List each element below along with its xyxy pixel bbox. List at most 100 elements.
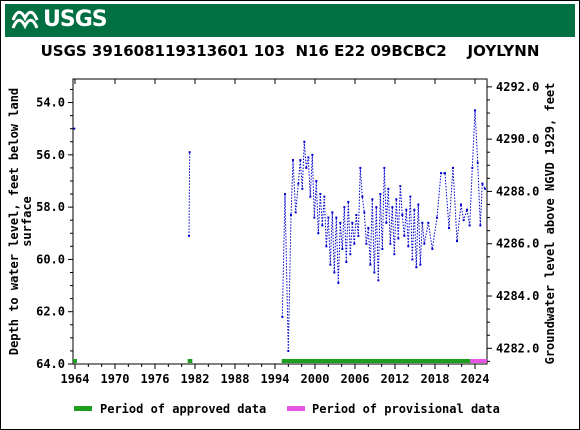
- data-point: [299, 159, 302, 162]
- data-point: [323, 195, 326, 198]
- data-point: [307, 156, 310, 159]
- legend-approved-label: Period of approved data: [100, 402, 266, 416]
- y2-tick-label: 4284.0: [496, 289, 539, 303]
- data-point: [357, 234, 360, 237]
- data-point: [297, 182, 300, 185]
- data-point: [327, 216, 330, 219]
- data-point: [474, 109, 476, 112]
- data-point: [401, 213, 404, 216]
- data-point: [440, 172, 442, 175]
- data-point: [407, 245, 410, 248]
- data-point: [452, 166, 454, 169]
- data-point: [331, 211, 334, 214]
- data-point: [421, 221, 424, 224]
- data-point: [448, 227, 450, 230]
- data-point: [73, 127, 76, 130]
- series-line-1981: [188, 152, 191, 236]
- y-axis-label-line2: surface: [20, 196, 34, 247]
- usgs-logo-text: USGS: [43, 7, 108, 32]
- y-tick-label: 56.0: [36, 148, 65, 162]
- data-point: [403, 234, 406, 237]
- data-point: [423, 242, 426, 245]
- data-point: [479, 224, 482, 227]
- data-point: [284, 193, 286, 196]
- data-point: [337, 281, 340, 284]
- data-point: [466, 208, 468, 211]
- data-point: [353, 242, 356, 245]
- x-tick-label: 2000: [301, 372, 330, 386]
- data-point: [345, 261, 348, 264]
- data-point: [355, 213, 358, 216]
- data-point: [476, 161, 479, 164]
- data-point: [373, 271, 376, 274]
- data-point: [395, 198, 398, 201]
- data-point: [341, 247, 344, 250]
- data-point: [387, 187, 390, 190]
- data-point: [188, 234, 190, 237]
- data-point: [411, 258, 414, 261]
- data-point: [290, 213, 292, 216]
- data-point: [361, 195, 364, 198]
- data-point: [351, 221, 354, 224]
- y2-tick-label: 4290.0: [496, 132, 539, 146]
- data-point: [460, 203, 462, 206]
- data-point: [484, 187, 486, 190]
- data-point: [415, 266, 418, 269]
- y2-tick-label: 4292.0: [496, 80, 539, 94]
- data-point: [329, 263, 332, 266]
- data-point: [292, 159, 294, 162]
- y2-tick-label: 4282.0: [496, 341, 539, 355]
- data-point: [377, 279, 380, 282]
- data-point: [339, 221, 342, 224]
- data-point: [319, 193, 322, 196]
- x-tick-label: 2012: [381, 372, 410, 386]
- y2-tick-label: 4286.0: [496, 237, 539, 251]
- y-axis-label-line1: Depth to water level, feet below land: [7, 88, 21, 355]
- y2-axis-label: Groundwater level above NGVD 1929, feet: [543, 83, 557, 365]
- data-point: [471, 166, 474, 169]
- data-point: [303, 140, 306, 143]
- y-tick-label: 62.0: [36, 305, 65, 319]
- data-point: [347, 200, 350, 203]
- data-point: [305, 166, 308, 169]
- data-point: [385, 221, 388, 224]
- data-point: [294, 211, 297, 214]
- data-point: [367, 227, 370, 230]
- data-point: [389, 242, 392, 245]
- data-point: [436, 216, 438, 219]
- x-tick-label: 1964: [61, 372, 90, 386]
- data-point: [313, 216, 316, 219]
- approved-period-bar: [187, 359, 193, 363]
- provisional-period-bar: [470, 359, 487, 363]
- data-point: [365, 242, 368, 245]
- data-point: [317, 232, 320, 235]
- legend-approved-swatch: [74, 406, 92, 411]
- data-point: [409, 195, 412, 198]
- data-point: [371, 198, 374, 201]
- data-point: [393, 253, 396, 256]
- data-point: [397, 237, 400, 240]
- y-tick-label: 60.0: [36, 252, 65, 266]
- data-point: [309, 195, 312, 198]
- legend-provisional-swatch: [287, 406, 305, 411]
- approved-period-bar: [73, 359, 77, 363]
- data-point: [321, 224, 324, 227]
- data-point: [363, 211, 366, 214]
- data-point: [349, 253, 352, 256]
- data-point: [281, 315, 284, 318]
- x-tick-label: 2006: [341, 372, 370, 386]
- y2-tick-label: 4288.0: [496, 184, 539, 198]
- data-point: [315, 179, 318, 182]
- data-point: [419, 263, 422, 266]
- data-point: [287, 349, 290, 352]
- data-point: [481, 182, 484, 185]
- data-point: [375, 206, 378, 209]
- data-point: [359, 166, 362, 169]
- data-point: [427, 221, 430, 224]
- data-point: [333, 271, 336, 274]
- x-tick-label: 2024: [461, 372, 490, 386]
- data-point: [301, 187, 304, 190]
- y-tick-label: 58.0: [36, 200, 65, 214]
- chart-title: USGS 391608119313601 103 N16 E22 09BCBC2…: [40, 42, 540, 60]
